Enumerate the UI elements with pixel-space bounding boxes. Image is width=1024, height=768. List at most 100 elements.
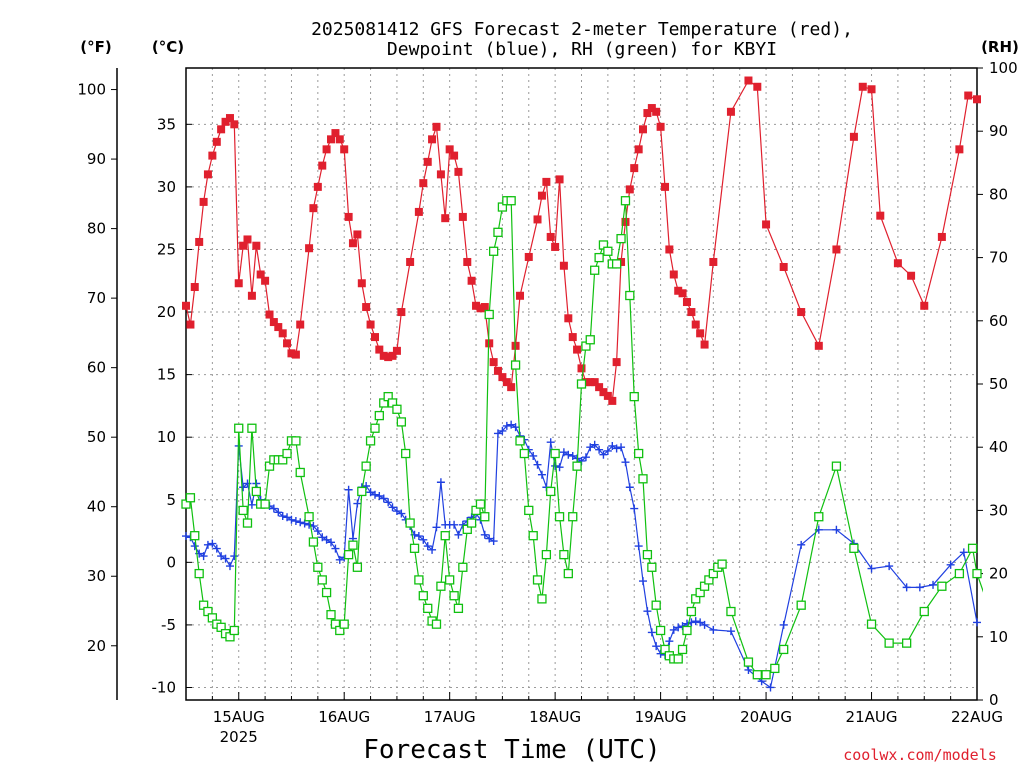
temperature-point xyxy=(225,114,234,123)
temperature-point xyxy=(779,262,788,271)
temperature-point xyxy=(682,298,691,307)
dewpoint-point xyxy=(375,492,384,501)
dewpoint-point xyxy=(709,625,718,634)
temperature-point xyxy=(388,351,397,360)
rh-point xyxy=(229,625,239,636)
rh-tick-label: 60 xyxy=(989,312,1008,330)
rh-point xyxy=(321,587,332,598)
dewpoint-point xyxy=(243,479,252,488)
temperature-point xyxy=(392,346,401,355)
rh-point xyxy=(554,512,565,522)
dewpoint-point xyxy=(283,513,292,522)
dewpoint-point xyxy=(428,545,437,554)
dewpoint-point xyxy=(559,448,568,457)
dewpoint-point xyxy=(959,548,968,557)
rh-point xyxy=(519,448,529,459)
temperature-point xyxy=(568,333,577,342)
temperature-point xyxy=(454,167,463,176)
temperature-point xyxy=(322,145,331,154)
rh-tick-label: 100 xyxy=(989,59,1018,77)
rh-point xyxy=(247,423,257,433)
rh-point xyxy=(972,568,982,579)
rh-point xyxy=(282,448,292,459)
temperature-point xyxy=(353,230,362,239)
rh-point xyxy=(484,309,494,320)
rh-point xyxy=(436,581,446,591)
dewpoint-point xyxy=(630,504,639,513)
temperature-point xyxy=(221,117,230,126)
rh-point xyxy=(620,196,631,206)
dewpoint-point xyxy=(322,535,331,544)
temperature-point xyxy=(849,132,858,141)
temperature-point xyxy=(555,175,564,184)
temperature-point xyxy=(182,301,190,310)
fahrenheit-tick-label: 90 xyxy=(87,150,106,168)
temperature-point xyxy=(428,135,437,144)
rh-point xyxy=(352,562,363,572)
dewpoint-point xyxy=(766,683,775,692)
rh-point xyxy=(374,410,384,421)
temperature-point xyxy=(331,129,340,138)
rh-point xyxy=(348,540,358,550)
rh-point xyxy=(405,518,415,528)
rh-point xyxy=(831,461,842,471)
rh-point xyxy=(546,486,556,497)
temperature-point xyxy=(340,145,349,154)
temperature-point xyxy=(577,364,586,373)
rh-point xyxy=(686,606,697,617)
fahrenheit-tick-label: 20 xyxy=(87,637,106,655)
temperature-point xyxy=(190,283,199,292)
temperature-point xyxy=(590,378,599,387)
dewpoint-point xyxy=(502,421,511,430)
temperature-point xyxy=(537,191,546,200)
rh-point xyxy=(343,549,354,560)
rh-point xyxy=(304,512,314,522)
temperature-point xyxy=(669,270,678,279)
dewpoint-point xyxy=(929,580,938,589)
dewpoint-point xyxy=(568,451,577,460)
dewpoint-point xyxy=(221,554,230,563)
temperature-point xyxy=(973,95,981,104)
rh-point xyxy=(392,404,402,414)
rh-point xyxy=(260,499,270,509)
temperature-point xyxy=(546,232,555,241)
rh-point xyxy=(682,625,692,636)
temperature-point xyxy=(296,320,305,329)
rh-point xyxy=(1008,645,1016,653)
rh-point xyxy=(295,467,305,478)
rh-point xyxy=(967,543,978,553)
temperature-point xyxy=(907,271,916,280)
temperature-point xyxy=(247,291,256,300)
rh-point xyxy=(528,531,538,541)
dewpoint-point xyxy=(199,552,208,561)
rh-point xyxy=(770,663,780,674)
dewpoint-point xyxy=(247,500,256,509)
dewpoint-point xyxy=(621,458,630,467)
temperature-point xyxy=(269,318,278,327)
temperature-point xyxy=(450,151,459,160)
dewpoint-point xyxy=(634,542,643,551)
temperature-point xyxy=(797,308,806,317)
celsius-tick-label: 5 xyxy=(166,491,176,509)
dewpoint-point xyxy=(915,583,924,592)
dewpoint-point xyxy=(599,450,608,459)
temperature-point xyxy=(441,214,450,223)
dewpoint-point xyxy=(652,642,661,651)
rh-point xyxy=(242,518,253,528)
chart-title-line2: Dewpoint (blue), RH (green) for KBYI xyxy=(387,39,777,60)
temperature-point xyxy=(278,329,287,338)
dewpoint-point xyxy=(287,515,296,524)
rh-tick-label: 50 xyxy=(989,375,1008,393)
rh-point xyxy=(541,549,552,560)
dewpoint-point xyxy=(647,628,656,637)
rh-point xyxy=(625,290,635,301)
temperature-point xyxy=(678,289,687,298)
temperature-point xyxy=(625,185,634,194)
rh-point xyxy=(339,619,349,629)
dewpoint-point xyxy=(612,444,621,453)
temperature-point xyxy=(318,161,327,170)
temperature-point xyxy=(498,373,507,382)
temperature-point xyxy=(406,257,415,266)
temperature-point xyxy=(357,279,366,288)
temperature-point xyxy=(309,204,318,213)
